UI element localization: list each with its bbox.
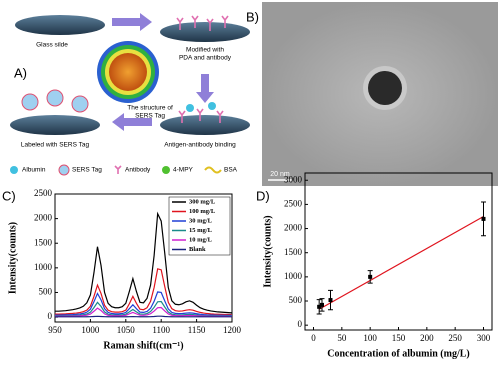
y-tick-label: 1500 xyxy=(284,247,303,257)
modified-slide xyxy=(160,22,250,42)
legend-icon xyxy=(114,165,122,174)
arrow xyxy=(112,13,152,31)
plot-frame xyxy=(304,172,493,331)
legend-label: SERS Tag xyxy=(72,167,102,174)
spectrum xyxy=(55,300,232,317)
legend-icon xyxy=(204,166,222,174)
scale-label: 20 nm xyxy=(270,171,290,178)
y-tick-label: 2000 xyxy=(284,223,303,233)
legend-label: 4-MPY xyxy=(173,167,194,174)
point xyxy=(481,216,486,221)
x-axis-label: Raman shift(cm⁻¹) xyxy=(103,340,183,351)
point xyxy=(368,274,373,279)
legend-label: 15 mg/L xyxy=(189,227,213,234)
y-tick-label: 0 xyxy=(298,319,303,329)
x-tick-label: 200 xyxy=(420,333,434,343)
albumin xyxy=(186,104,194,112)
legend-label: Albumin xyxy=(22,167,46,174)
y-axis-label: Intensity(counts) xyxy=(7,222,18,294)
sers-tag xyxy=(21,93,39,111)
y-tick-label: 2500 xyxy=(284,198,303,208)
x-tick-label: 1150 xyxy=(188,325,206,335)
y-axis-label: Intensity(counts) xyxy=(262,215,273,287)
label: Glass silde xyxy=(36,42,68,49)
panel-label: B) xyxy=(246,9,259,24)
label: Antigen-antibody binding xyxy=(164,142,236,149)
x-tick-label: 1100 xyxy=(152,325,170,335)
panel-b: 20 nm B) xyxy=(246,2,498,186)
panel-a: Glass silde Modified with PDA and antibo… xyxy=(10,13,250,176)
legend-label: BSA xyxy=(224,167,238,174)
panel-label: C) xyxy=(2,188,16,203)
spectrum xyxy=(55,306,232,318)
particle xyxy=(368,71,402,105)
legend-label: 10 mg/L xyxy=(189,236,213,243)
legend-label: 300 mg/L xyxy=(189,198,216,205)
legend-label: 30 mg/L xyxy=(189,217,213,224)
fit-line xyxy=(318,215,484,310)
point xyxy=(320,302,324,307)
antibodies xyxy=(176,15,229,31)
antibodies xyxy=(178,108,224,123)
point xyxy=(328,298,333,303)
spectrum xyxy=(55,291,232,316)
legend-box xyxy=(168,196,231,256)
legend-icon xyxy=(58,164,70,176)
panel-label: D) xyxy=(256,188,270,203)
label: PDA and antibody xyxy=(179,55,232,62)
panel-label: A) xyxy=(14,65,27,80)
x-tick-label: 300 xyxy=(477,333,491,343)
y-tick-label: 1500 xyxy=(34,237,53,247)
label: The structure of xyxy=(127,105,173,112)
x-tick-label: 950 xyxy=(48,325,62,335)
legend-label: Antibody xyxy=(125,167,151,174)
x-tick-label: 0 xyxy=(311,333,316,343)
y-tick-label: 2500 xyxy=(34,188,53,198)
y-tick-label: 3000 xyxy=(284,174,303,184)
y-tick-label: 2000 xyxy=(34,213,53,223)
label: Labeled with SERS Tag xyxy=(21,142,90,149)
y-tick-label: 0 xyxy=(48,311,53,321)
legend-icon xyxy=(162,166,170,174)
arrow xyxy=(196,74,214,103)
y-tick-label: 500 xyxy=(39,287,53,297)
x-tick-label: 1050 xyxy=(117,325,136,335)
tag-core xyxy=(109,53,147,91)
point xyxy=(317,304,322,309)
arrow xyxy=(112,113,152,131)
glass-slide xyxy=(15,15,105,35)
y-tick-label: 1000 xyxy=(284,271,303,281)
spectrum xyxy=(55,315,232,318)
label: Modified with xyxy=(186,47,224,54)
x-tick-label: 50 xyxy=(337,333,347,343)
legend-label: 100 mg/L xyxy=(189,208,216,215)
y-tick-label: 500 xyxy=(289,295,303,305)
sers-tag xyxy=(46,89,64,107)
x-tick-label: 100 xyxy=(363,333,377,343)
x-tick-label: 150 xyxy=(392,333,406,343)
spectrum xyxy=(55,268,233,316)
sers-tag xyxy=(71,95,89,113)
x-axis-label: Concentration of albumin (mg/L) xyxy=(327,348,470,359)
albumin xyxy=(208,102,216,110)
label: SERS Tag xyxy=(135,113,165,120)
x-tick-label: 1200 xyxy=(223,325,242,335)
plot-frame xyxy=(54,193,233,323)
y-tick-label: 1000 xyxy=(34,262,53,272)
labeled-slide xyxy=(10,115,100,135)
x-tick-label: 250 xyxy=(448,333,462,343)
spectrum xyxy=(55,211,233,314)
legend-icon xyxy=(10,166,18,174)
legend-label: Blank xyxy=(189,246,206,253)
binding-slide xyxy=(160,115,250,135)
x-tick-label: 1000 xyxy=(81,325,100,335)
